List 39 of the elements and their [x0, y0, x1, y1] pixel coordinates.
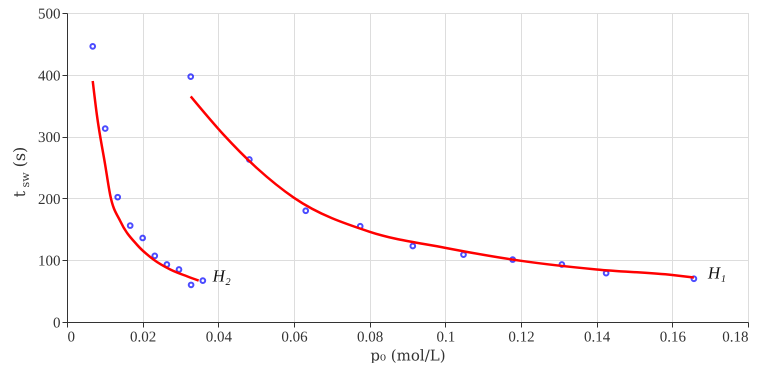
line-series: [91, 80, 200, 282]
point: [164, 261, 170, 268]
x-tick-label: 0.04: [206, 330, 232, 346]
x-tick-label: 0: [68, 330, 75, 346]
point: [114, 194, 122, 201]
point: [89, 43, 96, 50]
x-tick-label: 0.16: [660, 330, 686, 346]
point: [302, 207, 310, 214]
annotation: H₂: [212, 266, 231, 286]
point: [176, 266, 182, 273]
y-tick-label: 0: [53, 316, 60, 332]
point: [151, 252, 158, 260]
x-tick-label: 0.14: [584, 330, 611, 346]
x-tick-label: 0.08: [357, 330, 384, 346]
x-tick-label: 0.18: [722, 330, 748, 346]
x-tick-label: 0.1: [436, 330, 456, 346]
y-tick-label: 500: [38, 6, 60, 22]
point: [102, 125, 109, 132]
point: [509, 256, 516, 263]
point: [188, 282, 194, 288]
point: [409, 242, 416, 250]
point: [139, 234, 146, 242]
y-tick-label: 300: [38, 130, 60, 146]
y-tick-label: 100: [38, 254, 60, 270]
y-axis-title: tsw (s): [10, 146, 32, 198]
point: [690, 275, 698, 282]
point: [199, 277, 206, 284]
point: [460, 251, 467, 258]
x-tick-label: 0.06: [281, 330, 308, 346]
point: [558, 261, 566, 268]
x-tick-label: 0.02: [130, 330, 156, 346]
y-tick-label: 400: [38, 68, 60, 84]
annotation: H₁: [706, 264, 726, 283]
point: [356, 222, 364, 230]
x-tick-label: 0.12: [508, 330, 535, 346]
y-tick-label: 200: [38, 192, 60, 208]
point: [187, 73, 194, 80]
point: [246, 156, 253, 163]
point: [126, 222, 134, 229]
